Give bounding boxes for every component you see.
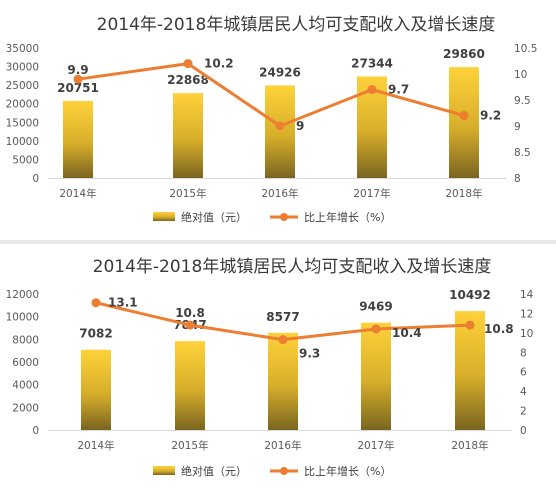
x-tick-label: 2016年 [261, 187, 298, 200]
y-right-tick-label: 10.5 [514, 43, 537, 55]
bar [361, 322, 391, 430]
legend-bar-label: 绝对值（元） [181, 210, 247, 224]
y-left-tick-label: 0 [32, 425, 39, 437]
line-point [183, 59, 193, 69]
legend-bar-swatch [153, 466, 175, 475]
x-tick-label: 2014年 [77, 439, 114, 452]
y-left-tick-label: 20000 [6, 99, 39, 111]
y-right-tick-label: 8 [520, 347, 527, 359]
legend-line-marker [280, 213, 288, 221]
y-right-tick-label: 10 [520, 328, 533, 340]
line-point [465, 320, 475, 330]
bar-data-label: 22868 [167, 73, 209, 87]
y-left-tick-label: 5000 [12, 154, 39, 166]
y-left-tick-label: 2000 [12, 402, 39, 414]
bar [449, 67, 479, 178]
bar-data-label: 8577 [266, 310, 299, 324]
y-right-tick-label: 8.5 [514, 147, 531, 159]
bar-data-label: 7082 [79, 327, 112, 341]
bar [81, 349, 111, 430]
line-data-label: 10.4 [392, 326, 422, 340]
chart-title: 2014年-2018年城镇居民人均可支配收入及增长速度 [93, 257, 492, 277]
line-point [185, 320, 195, 330]
legend-bar-swatch [153, 212, 175, 221]
y-left-tick-label: 4000 [12, 380, 39, 392]
bar [268, 332, 298, 430]
y-left-tick-label: 35000 [6, 43, 39, 55]
bar [63, 100, 93, 178]
line-data-label: 9.9 [67, 63, 88, 77]
bar-data-label: 29860 [443, 47, 485, 61]
bar-data-label: 9469 [359, 300, 392, 314]
line-point [367, 85, 377, 95]
panel-divider [0, 240, 556, 244]
bar [173, 93, 203, 178]
y-left-tick-label: 10000 [6, 136, 39, 148]
y-left-tick-label: 8000 [12, 334, 39, 346]
y-right-tick-label: 14 [520, 289, 534, 301]
x-tick-label: 2015年 [171, 439, 208, 452]
y-right-tick-label: 8 [514, 173, 521, 185]
y-left-tick-label: 30000 [6, 62, 39, 74]
y-right-tick-label: 2 [520, 406, 527, 418]
chart-panel-1: 2014年-2018年城镇居民人均可支配收入及增长速度 0 5000 10000 150… [0, 0, 556, 240]
y-left-tick-label: 12000 [6, 289, 39, 301]
y-right-tick-label: 10 [514, 69, 527, 81]
y-right-tick-label: 0 [520, 425, 527, 437]
line-point [371, 324, 381, 334]
line-data-label: 10.2 [204, 57, 234, 71]
line-data-label: 10.8 [175, 306, 205, 320]
line-point [73, 74, 83, 84]
legend-line-marker [280, 467, 288, 475]
bar [265, 85, 295, 178]
y-right-tick-label: 9.5 [514, 95, 531, 107]
y-left-tick-label: 6000 [12, 357, 39, 369]
chart-1: 2014年-2018年城镇居民人均可支配收入及增长速度 0 5000 10000 150… [6, 15, 538, 224]
y-right-tick-label: 9 [514, 121, 521, 133]
line-point [91, 298, 101, 308]
x-tick-label: 2017年 [357, 439, 394, 452]
x-tick-label: 2017年 [353, 187, 390, 200]
line-data-label: 9.7 [388, 83, 409, 97]
bar [455, 311, 485, 430]
x-tick-label: 2014年 [59, 187, 96, 200]
bar-data-label: 27344 [351, 56, 393, 70]
line-data-label: 9 [296, 119, 304, 133]
line-data-label: 9.3 [299, 347, 320, 361]
chart-panel-2: 2014年-2018年城镇居民人均可支配收入及增长速度 0 2000 4000 6000… [0, 244, 556, 496]
legend-line-label: 比上年增长（%） [304, 210, 391, 224]
line-point [275, 121, 285, 131]
x-tick-label: 2016年 [264, 439, 301, 452]
x-tick-label: 2018年 [451, 439, 488, 452]
x-tick-label: 2015年 [169, 187, 206, 200]
x-tick-label: 2018年 [445, 187, 482, 200]
y-right-tick-label: 4 [520, 386, 527, 398]
legend-line-label: 比上年增长（%） [304, 464, 391, 478]
y-left-tick-label: 25000 [6, 80, 39, 92]
bar-data-label: 24926 [259, 65, 301, 79]
y-left-tick-label: 0 [32, 173, 39, 185]
y-left-tick-label: 10000 [6, 312, 39, 324]
chart-title: 2014年-2018年城镇居民人均可支配收入及增长速度 [97, 15, 496, 35]
y-right-tick-label: 6 [520, 367, 527, 379]
line-data-label: 10.8 [484, 322, 514, 336]
bar-data-label: 10492 [449, 288, 491, 302]
bar [175, 341, 205, 430]
chart-2: 2014年-2018年城镇居民人均可支配收入及增长速度 0 2000 4000 6000… [6, 257, 534, 478]
line-data-label: 9.2 [480, 109, 501, 123]
y-left-tick-label: 15000 [6, 117, 39, 129]
legend-bar-label: 绝对值（元） [181, 464, 247, 478]
line-point [459, 111, 469, 121]
bar-data-label: 20751 [57, 81, 99, 95]
line-data-label: 13.1 [108, 296, 138, 310]
y-right-tick-label: 12 [520, 308, 533, 320]
line-point [278, 335, 288, 345]
